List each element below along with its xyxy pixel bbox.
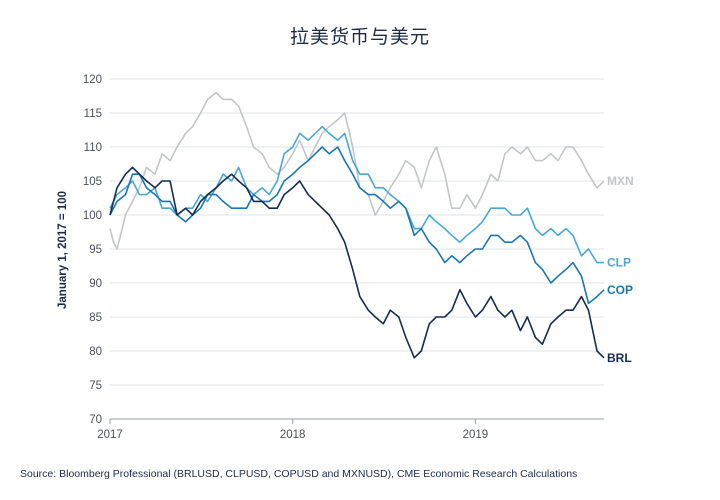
series-labels: MXN CLP COP BRL: [607, 174, 634, 365]
series-line-brl: [109, 166, 605, 359]
x-tick-label: 2018: [280, 429, 306, 441]
source-note: Source: Bloomberg Professional (BRLUSD, …: [20, 468, 578, 480]
y-tick-label: 85: [89, 312, 102, 324]
y-tick-label: 95: [89, 244, 102, 256]
y-tick-label: 80: [89, 346, 102, 358]
series-label-mxn: MXN: [607, 174, 634, 188]
series-label-clp: CLP: [607, 256, 631, 270]
series-label-brl: BRL: [607, 351, 632, 365]
gridlines: [110, 78, 604, 420]
x-tick-label: 2017: [97, 429, 123, 441]
y-axis-ticks: 70 75 80 85 90 95 100 105 110 115 120: [83, 74, 102, 426]
y-tick-label: 100: [83, 210, 102, 222]
y-tick-label: 90: [89, 278, 102, 290]
y-tick-label: 70: [89, 414, 102, 426]
y-tick-label: 120: [83, 74, 102, 86]
series-line-mxn: [109, 91, 605, 250]
x-axis-ticks: 2017 2018 2019: [97, 419, 488, 441]
y-tick-label: 105: [83, 176, 102, 188]
y-tick-label: 115: [84, 108, 102, 120]
y-axis-label: January 1, 2017 = 100: [57, 191, 69, 309]
y-tick-label: 75: [89, 380, 102, 392]
x-tick-label: 2019: [463, 429, 489, 441]
series-label-cop: COP: [607, 283, 633, 297]
y-tick-label: 110: [84, 142, 102, 154]
series-line-cop: [109, 146, 605, 305]
chart-title: 拉美货币与美元: [289, 26, 430, 48]
series-lines: [109, 91, 605, 359]
series-line-clp: [109, 125, 604, 264]
